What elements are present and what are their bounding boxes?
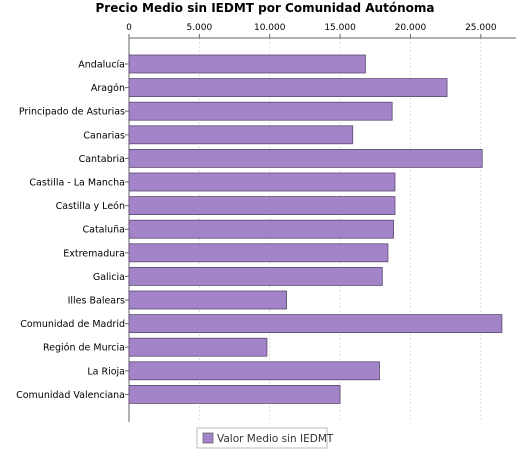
- category-label: La Rioja: [87, 366, 125, 377]
- x-tick-label: 20.000: [395, 23, 427, 33]
- x-tick-label: 5.000: [186, 23, 212, 33]
- category-label: Andalucía: [78, 60, 125, 71]
- category-label: Aragón: [91, 83, 125, 94]
- bar: [128, 125, 354, 145]
- bar: [128, 243, 389, 263]
- x-tick-label: 0: [126, 23, 132, 33]
- category-label: Illes Balears: [68, 296, 125, 307]
- category-label: Canarias: [83, 130, 125, 141]
- bar: [128, 101, 393, 121]
- bar: [128, 172, 396, 192]
- x-tick-label: 15.000: [324, 23, 356, 33]
- bar: [128, 361, 380, 381]
- category-labels: Andalucía Aragón Principado de Asturias Can…: [16, 60, 125, 401]
- x-tick-label: 25.000: [465, 23, 497, 33]
- bar: [128, 337, 268, 357]
- category-label: Principado de Asturias: [19, 107, 125, 118]
- bar-layer: [128, 54, 503, 404]
- bar: [128, 314, 503, 334]
- category-label: Comunidad Valenciana: [16, 390, 125, 401]
- legend-label: Valor Medio sin IEDMT: [217, 433, 334, 445]
- category-label: Extremadura: [63, 248, 125, 259]
- bar: [128, 384, 341, 404]
- bar: [128, 196, 396, 216]
- bar: [128, 219, 394, 239]
- bar: [128, 290, 288, 310]
- axis-layer: 0 5.000 10.000 15.000 20.000 25.000: [125, 23, 516, 422]
- category-label: Región de Murcia: [43, 343, 125, 354]
- category-label: Cataluña: [82, 225, 125, 236]
- category-label: Castilla - La Mancha: [29, 178, 125, 189]
- legend: Valor Medio sin IEDMT: [196, 427, 334, 449]
- category-label: Cantabria: [79, 154, 125, 165]
- category-label: Comunidad de Madrid: [20, 319, 125, 330]
- bar: [128, 266, 383, 286]
- x-tick-label: 10.000: [254, 23, 286, 33]
- legend-swatch: [202, 432, 214, 444]
- chart-title: Precio Medio sin IEDMT por Comunidad Aut…: [96, 1, 435, 15]
- legend-box: [196, 427, 328, 449]
- category-label: Castilla y León: [56, 201, 125, 212]
- bar: [128, 54, 366, 74]
- category-label: Galicia: [93, 272, 125, 283]
- bar: [128, 148, 483, 168]
- bar: [128, 78, 448, 97]
